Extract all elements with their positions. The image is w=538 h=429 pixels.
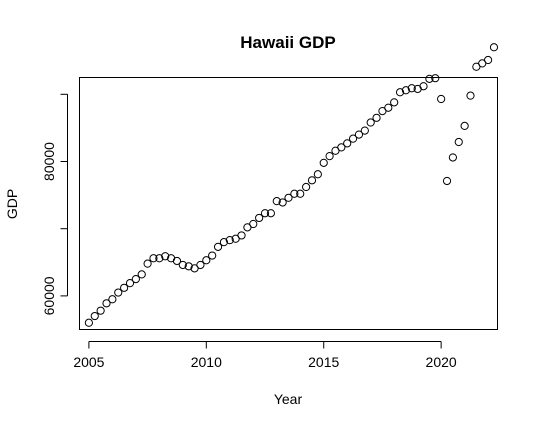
data-point (348, 134, 358, 143)
data-point (319, 158, 328, 167)
x-axis-label: Year (274, 391, 303, 407)
data-point (442, 176, 452, 186)
data-points (84, 43, 499, 327)
data-point (108, 295, 117, 304)
data-point (290, 189, 299, 198)
data-point (343, 139, 352, 148)
data-point (395, 88, 405, 97)
data-point (372, 113, 381, 122)
data-point (219, 238, 229, 247)
data-point (448, 153, 457, 162)
data-point (213, 242, 223, 251)
data-point (425, 74, 434, 83)
y-tick-label: 60000 (41, 276, 57, 315)
data-point (202, 256, 211, 265)
x-axis: 2005 2010 2015 2020 (73, 341, 457, 370)
data-point (143, 259, 152, 268)
data-point (272, 197, 281, 206)
data-point (454, 137, 463, 147)
chart-title: Hawaii GDP (240, 33, 335, 52)
data-point (149, 254, 158, 263)
data-point (278, 198, 287, 207)
data-point (125, 279, 135, 288)
plot-frame (79, 77, 498, 330)
data-point (354, 130, 364, 139)
data-point (366, 118, 375, 127)
data-point (161, 252, 170, 261)
data-point (255, 213, 264, 223)
data-point (225, 236, 234, 245)
y-axis: 60000 80000 (41, 93, 68, 315)
data-point (96, 306, 105, 315)
data-point (460, 121, 469, 130)
data-point (384, 103, 393, 112)
data-point (489, 43, 499, 52)
data-point (184, 262, 193, 271)
x-tick-label: 2015 (308, 354, 339, 370)
data-point (296, 189, 305, 198)
data-point (172, 256, 182, 266)
data-point (407, 84, 416, 93)
data-point (237, 231, 246, 240)
data-point (155, 254, 164, 263)
data-point (437, 94, 446, 104)
data-point (208, 251, 217, 260)
y-axis-label: GDP (4, 189, 20, 219)
data-point (431, 74, 440, 83)
data-point (360, 126, 369, 135)
x-tick-label: 2010 (191, 354, 222, 370)
x-tick-label: 2020 (426, 354, 457, 370)
data-point (196, 260, 205, 270)
data-point (102, 299, 111, 308)
data-point (84, 318, 93, 327)
data-point (120, 283, 129, 292)
data-point (307, 176, 317, 185)
data-point (260, 209, 270, 218)
data-point (401, 86, 411, 95)
data-point (484, 55, 493, 65)
data-point (390, 98, 399, 107)
data-point (466, 91, 475, 100)
data-point (90, 311, 99, 321)
data-point (249, 219, 258, 229)
y-tick-label: 80000 (41, 142, 57, 181)
x-tick-label: 2005 (73, 354, 104, 370)
data-point (302, 182, 311, 192)
data-point (284, 193, 293, 202)
data-point (313, 170, 322, 179)
data-point (137, 270, 146, 279)
data-point (325, 152, 334, 161)
data-point (337, 143, 346, 152)
data-point (114, 288, 123, 297)
data-point (419, 82, 428, 91)
data-point (266, 209, 275, 218)
data-point (178, 260, 187, 270)
data-point (131, 275, 140, 284)
